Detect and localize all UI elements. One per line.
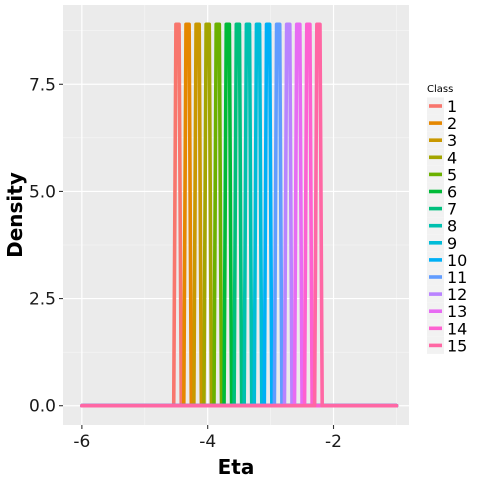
legend-label-class-4: 4 [447, 148, 457, 167]
legend-label-class-5: 5 [447, 165, 457, 184]
legend-label-class-1: 1 [447, 97, 457, 116]
x-tick-label: -6 [73, 432, 90, 452]
legend-label-class-10: 10 [447, 251, 467, 270]
legend-title: Class [427, 84, 453, 95]
legend-label-class-14: 14 [447, 319, 467, 338]
legend-label-class-6: 6 [447, 183, 457, 202]
y-axis-title: Density [3, 172, 27, 258]
legend-label-class-7: 7 [447, 200, 457, 219]
legend-label-class-3: 3 [447, 131, 457, 150]
x-tick-label: -4 [199, 432, 216, 452]
y-tick-label: 2.5 [29, 290, 56, 310]
legend-label-class-11: 11 [447, 268, 467, 287]
y-tick-label: 7.5 [29, 75, 56, 95]
y-axis: 0.0 2.5 5.0 7.5 [29, 75, 63, 417]
legend-label-class-9: 9 [447, 234, 457, 253]
y-tick-label: 0.0 [29, 397, 56, 417]
legend-label-class-12: 12 [447, 285, 467, 304]
legend-label-class-2: 2 [447, 114, 457, 133]
density-line-class-15 [80, 22, 399, 408]
y-tick-label: 5.0 [29, 182, 56, 202]
legend-label-class-13: 13 [447, 302, 467, 321]
x-axis: -6 -4 -2 [73, 425, 342, 452]
series-lines [80, 22, 399, 408]
legend-label-class-15: 15 [447, 336, 467, 355]
legend-label-class-8: 8 [447, 217, 457, 236]
x-tick-label: -2 [325, 432, 342, 452]
x-axis-title: Eta [218, 455, 255, 479]
